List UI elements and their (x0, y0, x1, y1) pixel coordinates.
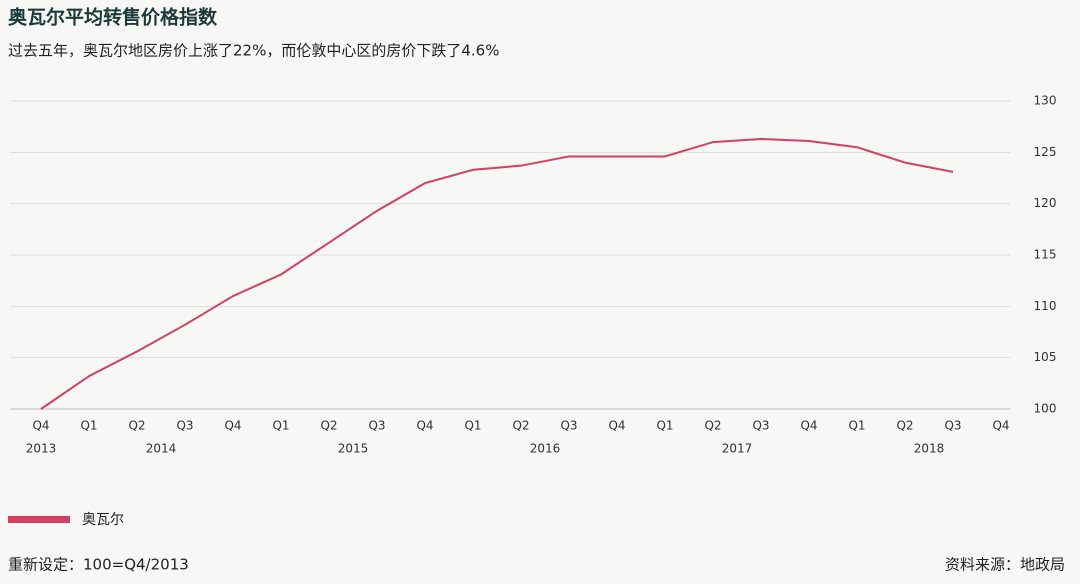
x-tick-label: Q3 (560, 419, 577, 433)
x-tick-label: Q2 (128, 419, 145, 433)
x-tick-label: Q1 (464, 419, 481, 433)
x-tick-label: Q4 (32, 419, 49, 433)
y-tick-label: 130 (1034, 94, 1057, 108)
y-tick-label: 115 (1034, 248, 1057, 262)
legend-swatch (8, 516, 70, 523)
x-tick-label: Q1 (848, 419, 865, 433)
x-tick-label: Q1 (656, 419, 673, 433)
x-tick-label: Q2 (512, 419, 529, 433)
y-tick-label: 100 (1034, 402, 1057, 416)
chart-subtitle: 过去五年，奥瓦尔地区房价上涨了22%，而伦敦中心区的房价下跌了4.6% (8, 42, 499, 60)
y-tick-label: 105 (1034, 350, 1057, 364)
x-tick-label: Q1 (80, 419, 97, 433)
x-tick-label: Q2 (320, 419, 337, 433)
data-line (40, 137, 954, 410)
x-tick-label: Q3 (944, 419, 961, 433)
y-tick-label: 125 (1034, 145, 1057, 159)
year-label: 2017 (722, 442, 753, 456)
x-tick-label: Q4 (800, 419, 817, 433)
year-label: 2016 (530, 442, 561, 456)
x-tick-label: Q3 (752, 419, 769, 433)
y-tick-label: 110 (1034, 299, 1057, 313)
x-tick-label: Q3 (176, 419, 193, 433)
year-label: 2018 (914, 442, 945, 456)
footnote: 重新设定：100=Q4/2013 (8, 556, 189, 574)
x-tick-label: Q3 (368, 419, 385, 433)
legend-label: 奥瓦尔 (82, 511, 124, 528)
year-label: 2014 (146, 442, 177, 456)
x-tick-label: Q1 (272, 419, 289, 433)
x-tick-label: Q4 (224, 419, 241, 433)
source: 资料来源：地政局 (945, 556, 1065, 574)
x-tick-label: Q4 (992, 419, 1009, 433)
x-tick-label: Q2 (896, 419, 913, 433)
x-tick-label: Q4 (416, 419, 433, 433)
year-label: 2015 (338, 442, 369, 456)
y-tick-label: 120 (1034, 196, 1057, 210)
chart-title: 奥瓦尔平均转售价格指数 (8, 6, 218, 29)
year-label: 2013 (26, 442, 57, 456)
x-tick-label: Q4 (608, 419, 625, 433)
x-tick-label: Q2 (704, 419, 721, 433)
